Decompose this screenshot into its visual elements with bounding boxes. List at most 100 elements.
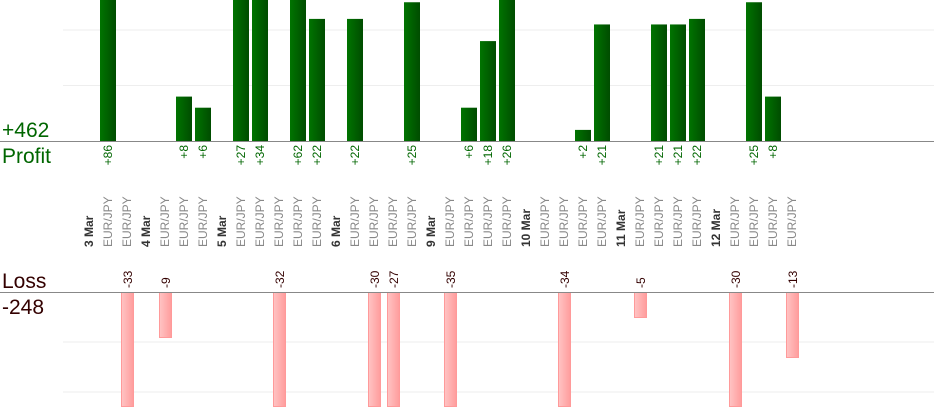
instrument-label: EUR/JPY [462, 196, 476, 247]
loss-value-label: -33 [121, 270, 135, 288]
instrument-label: EUR/JPY [348, 196, 362, 247]
profit-value-label: +86 [101, 145, 115, 166]
profit-value-label: +8 [766, 145, 780, 159]
loss-bar[interactable] [159, 292, 172, 338]
instrument-label: EUR/JPY [595, 196, 609, 247]
loss-value-label: -30 [729, 270, 743, 288]
instrument-label: EUR/JPY [405, 196, 419, 247]
loss-bar[interactable] [387, 292, 400, 407]
instrument-label: EUR/JPY [576, 196, 590, 247]
profit-bar[interactable] [195, 107, 211, 141]
instrument-label: EUR/JPY [728, 196, 742, 247]
loss-value-label: -35 [444, 270, 458, 288]
profit-value-label: +6 [462, 145, 476, 159]
gridlines [63, 29, 934, 393]
profit-bar[interactable] [765, 96, 781, 141]
date-label: 12 Mar [709, 209, 723, 247]
loss-bar[interactable] [121, 292, 134, 407]
loss-value-label: -27 [387, 270, 401, 288]
date-label: 3 Mar [82, 215, 96, 247]
date-label: 9 Mar [424, 215, 438, 247]
instrument-label: EUR/JPY [234, 196, 248, 247]
date-label: 4 Mar [139, 215, 153, 247]
loss-value-label: -9 [159, 277, 173, 288]
instrument-label: EUR/JPY [633, 196, 647, 247]
profit-bar[interactable] [651, 24, 667, 142]
loss-value-label: -13 [786, 270, 800, 288]
date-label: 10 Mar [519, 209, 533, 247]
instrument-label: EUR/JPY [386, 196, 400, 247]
profit-bar[interactable] [689, 18, 705, 141]
instrument-label: EUR/JPY [747, 196, 761, 247]
profit-value-label: +8 [177, 145, 191, 159]
instrument-label: EUR/JPY [690, 196, 704, 247]
instrument-label: EUR/JPY [253, 196, 267, 247]
profit-bar[interactable] [404, 2, 420, 141]
loss-bar[interactable] [729, 292, 742, 407]
profit-bar[interactable] [252, 0, 268, 141]
instrument-label: EUR/JPY [766, 196, 780, 247]
profit-value-label: +2 [576, 145, 590, 159]
loss-bar[interactable] [634, 292, 647, 318]
instrument-label: EUR/JPY [652, 196, 666, 247]
instrument-label: EUR/JPY [443, 196, 457, 247]
profit-bar[interactable] [670, 24, 686, 142]
date-label: 11 Mar [614, 209, 628, 247]
loss-heading: Loss [2, 270, 46, 293]
profit-bar[interactable] [309, 18, 325, 141]
bars [100, 0, 799, 407]
profit-value-label: +26 [500, 145, 514, 166]
profit-value-label: +21 [671, 145, 685, 166]
instrument-label: EUR/JPY [500, 196, 514, 247]
loss-value-label: -30 [368, 270, 382, 288]
instrument-label: EUR/JPY [177, 196, 191, 247]
instrument-label: EUR/JPY [481, 196, 495, 247]
instrument-label: EUR/JPY [310, 196, 324, 247]
loss-bar[interactable] [786, 292, 799, 358]
profit-bar[interactable] [100, 0, 116, 141]
profit-bar[interactable] [347, 18, 363, 141]
instrument-label: EUR/JPY [272, 196, 286, 247]
profit-bar[interactable] [480, 41, 496, 141]
date-label: 5 Mar [215, 215, 229, 247]
loss-bar[interactable] [558, 292, 571, 407]
instrument-label: EUR/JPY [120, 196, 134, 247]
profit-bar[interactable] [746, 2, 762, 141]
instrument-label: EUR/JPY [671, 196, 685, 247]
labels: 3 Mar EUR/JPY +86 EUR/JPY -33 4 Mar EUR/JPY -9 E… [82, 145, 800, 288]
instrument-label: EUR/JPY [101, 196, 115, 247]
instrument-label: EUR/JPY [557, 196, 571, 247]
loss-value-label: -32 [273, 270, 287, 288]
profit-bar[interactable] [499, 0, 515, 141]
profit-bar[interactable] [461, 107, 477, 141]
loss-bar[interactable] [444, 292, 457, 407]
instrument-label: EUR/JPY [196, 196, 210, 247]
profit-value-label: +22 [348, 145, 362, 166]
profit-heading: Profit [2, 145, 51, 168]
profit-value-label: +27 [234, 145, 248, 166]
loss-value-label: -34 [558, 270, 572, 288]
profit-value-label: +6 [196, 145, 210, 159]
instrument-label: EUR/JPY [291, 196, 305, 247]
profit-bar[interactable] [290, 0, 306, 141]
profit-value-label: +22 [690, 145, 704, 166]
profit-value-label: +25 [405, 145, 419, 166]
profit-bar[interactable] [594, 24, 610, 142]
loss-bar[interactable] [273, 292, 286, 407]
profit-value-label: +22 [310, 145, 324, 166]
profit-value-label: +34 [253, 145, 267, 166]
profit-bar[interactable] [233, 0, 249, 141]
instrument-label: EUR/JPY [538, 196, 552, 247]
loss-bar[interactable] [368, 292, 381, 407]
date-label: 6 Mar [329, 215, 343, 247]
profit-value-label: +62 [291, 145, 305, 166]
instrument-label: EUR/JPY [367, 196, 381, 247]
profit-value-label: +21 [595, 145, 609, 166]
profit-value-label: +18 [481, 145, 495, 166]
profit-total: +462 [2, 119, 49, 142]
instrument-label: EUR/JPY [158, 196, 172, 247]
loss-total: -248 [2, 296, 44, 319]
profit-bar[interactable] [176, 96, 192, 141]
profit-bar[interactable] [575, 129, 591, 141]
